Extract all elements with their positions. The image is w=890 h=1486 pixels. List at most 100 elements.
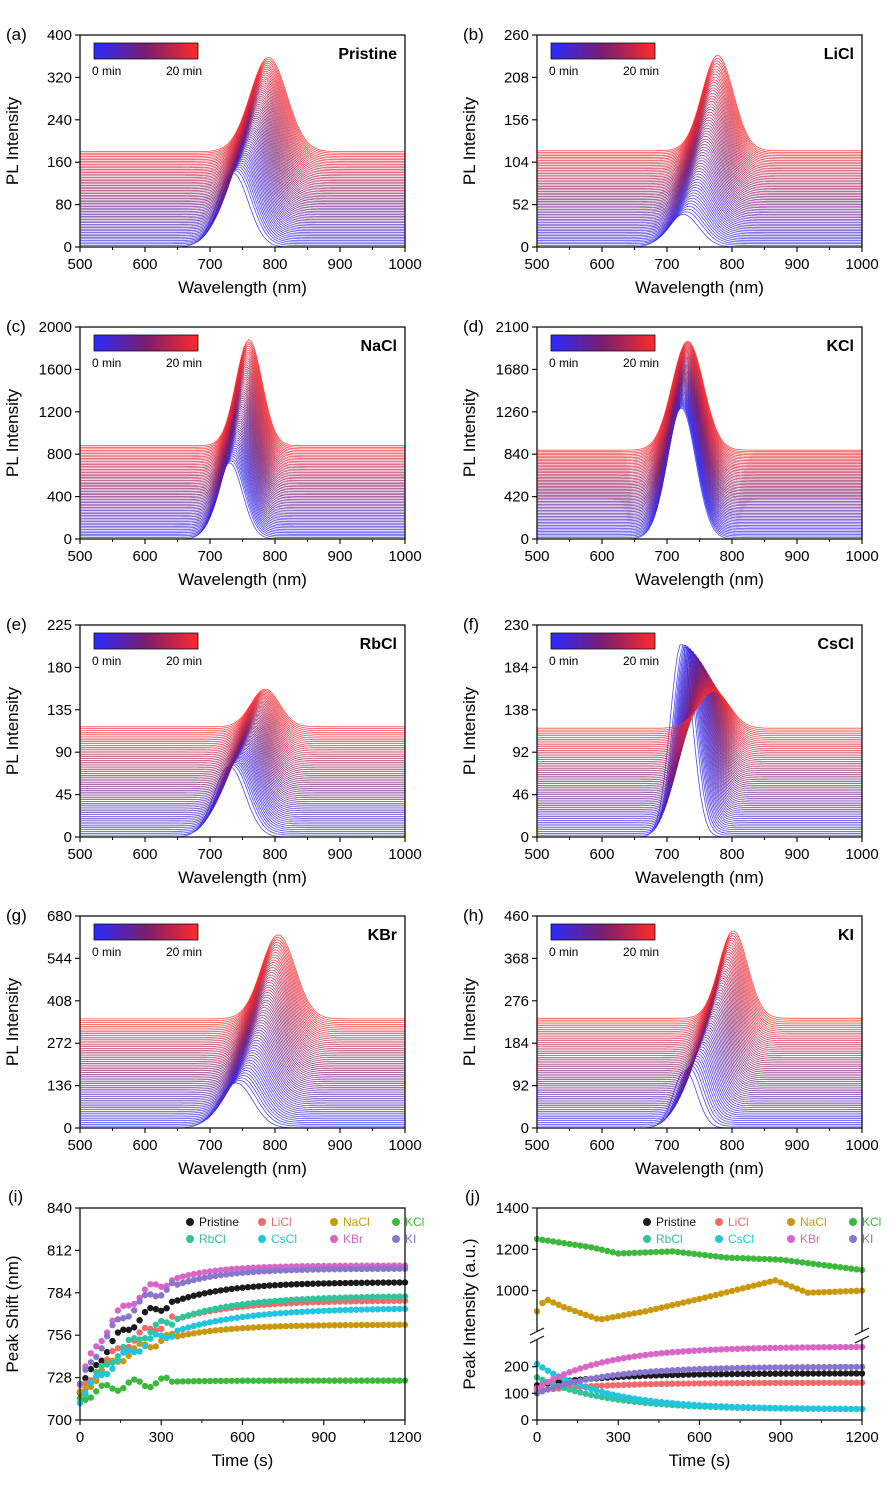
spectrum-line <box>537 197 862 238</box>
spectrum-line <box>80 1039 405 1097</box>
spectrum-line <box>80 420 405 508</box>
data-point <box>109 1337 116 1345</box>
colorbar <box>93 42 199 60</box>
data-point <box>255 1311 262 1319</box>
spectrum-line <box>80 936 405 1022</box>
data-point <box>347 1377 355 1384</box>
data-point <box>761 1370 768 1377</box>
data-point <box>374 1279 382 1286</box>
chart-title: KBr <box>368 927 397 944</box>
spectrum-line <box>537 672 862 771</box>
data-point <box>766 1379 774 1387</box>
spectrum-line <box>537 677 862 760</box>
data-point <box>777 1256 784 1263</box>
data-point <box>98 1357 105 1364</box>
spectrum-line <box>80 696 405 739</box>
spectrum-line <box>80 692 405 733</box>
spectrum-line <box>80 460 405 538</box>
data-point <box>201 1307 208 1315</box>
data-point <box>701 1294 709 1301</box>
x-tick-label: 500 <box>524 548 549 565</box>
y-tick-label: 184 <box>504 1035 529 1052</box>
series-nacl <box>533 1277 866 1323</box>
x-tick-label: 700 <box>197 846 222 863</box>
panel-label: (c) <box>6 317 26 336</box>
spectrum-line <box>80 1049 405 1105</box>
data-point <box>782 1281 790 1288</box>
data-point <box>837 1370 844 1377</box>
data-point <box>212 1305 219 1312</box>
legend-label: KBr <box>343 1232 363 1246</box>
data-point <box>120 1326 127 1333</box>
x-tick-label: 1000 <box>845 256 878 273</box>
data-point <box>712 1402 719 1410</box>
x-tick-label: 1200 <box>388 1429 421 1446</box>
data-point <box>685 1250 692 1257</box>
data-point <box>598 1246 606 1253</box>
legend-marker <box>392 1235 400 1243</box>
spectrum-line <box>80 954 405 1035</box>
y-tick-label: 784 <box>47 1285 72 1302</box>
data-point <box>390 1265 398 1272</box>
data-point <box>728 1364 736 1372</box>
data-point <box>647 1306 654 1314</box>
spectrum-line <box>80 404 405 496</box>
spectra-series <box>537 930 862 1129</box>
data-point <box>712 1365 719 1372</box>
legend-marker <box>849 1218 857 1226</box>
data-point <box>325 1294 333 1302</box>
spectrum-line <box>80 989 405 1060</box>
data-point <box>560 1304 568 1311</box>
data-point <box>342 1265 349 1273</box>
data-point <box>141 1335 149 1342</box>
data-point <box>304 1280 311 1288</box>
data-point <box>658 1398 665 1406</box>
data-point <box>755 1404 763 1411</box>
y-tick-label: 812 <box>47 1242 72 1259</box>
data-point <box>647 1351 654 1358</box>
data-point <box>87 1365 95 1373</box>
y-tick-label: 135 <box>47 702 72 719</box>
spectrum-line <box>537 160 862 215</box>
data-point <box>598 1315 606 1323</box>
data-point <box>837 1264 844 1271</box>
data-point <box>745 1364 752 1372</box>
data-point <box>369 1265 376 1273</box>
legend-marker <box>715 1218 723 1226</box>
data-point <box>374 1265 382 1273</box>
y-tick-label: 1600 <box>39 361 72 378</box>
x-tick-label: 700 <box>654 256 679 273</box>
data-point <box>147 1328 154 1336</box>
data-point <box>260 1311 268 1318</box>
data-point <box>847 1370 855 1377</box>
chart-panel-f: (f) 500 600 700 800 900 1000 Wavelength (nm) 0 46… <box>460 615 879 887</box>
data-point <box>239 1284 246 1291</box>
spectrum-line <box>80 699 405 743</box>
spectrum-line <box>537 1069 862 1129</box>
spectrum-line <box>537 211 862 246</box>
data-point <box>674 1248 682 1256</box>
legend-marker <box>787 1235 795 1243</box>
data-point <box>390 1377 398 1384</box>
data-point <box>625 1394 633 1401</box>
data-point <box>320 1280 327 1287</box>
x-tick-label: 500 <box>67 256 92 273</box>
data-point <box>185 1312 192 1319</box>
data-point <box>244 1377 252 1384</box>
data-point <box>163 1374 170 1381</box>
panel-label: (h) <box>463 906 484 925</box>
data-point <box>788 1344 795 1351</box>
data-point <box>750 1364 757 1371</box>
data-point <box>772 1277 779 1284</box>
data-point <box>130 1307 138 1314</box>
spectrum-line <box>537 1060 862 1121</box>
data-point <box>804 1289 812 1296</box>
spectrum-line <box>537 116 862 189</box>
spectra-series <box>537 340 862 540</box>
data-point <box>250 1268 257 1276</box>
spectrum-line <box>80 1029 405 1090</box>
spectrum-line <box>80 437 405 521</box>
data-point <box>604 1382 611 1389</box>
spectrum-line <box>80 433 405 518</box>
data-point <box>636 1249 644 1256</box>
